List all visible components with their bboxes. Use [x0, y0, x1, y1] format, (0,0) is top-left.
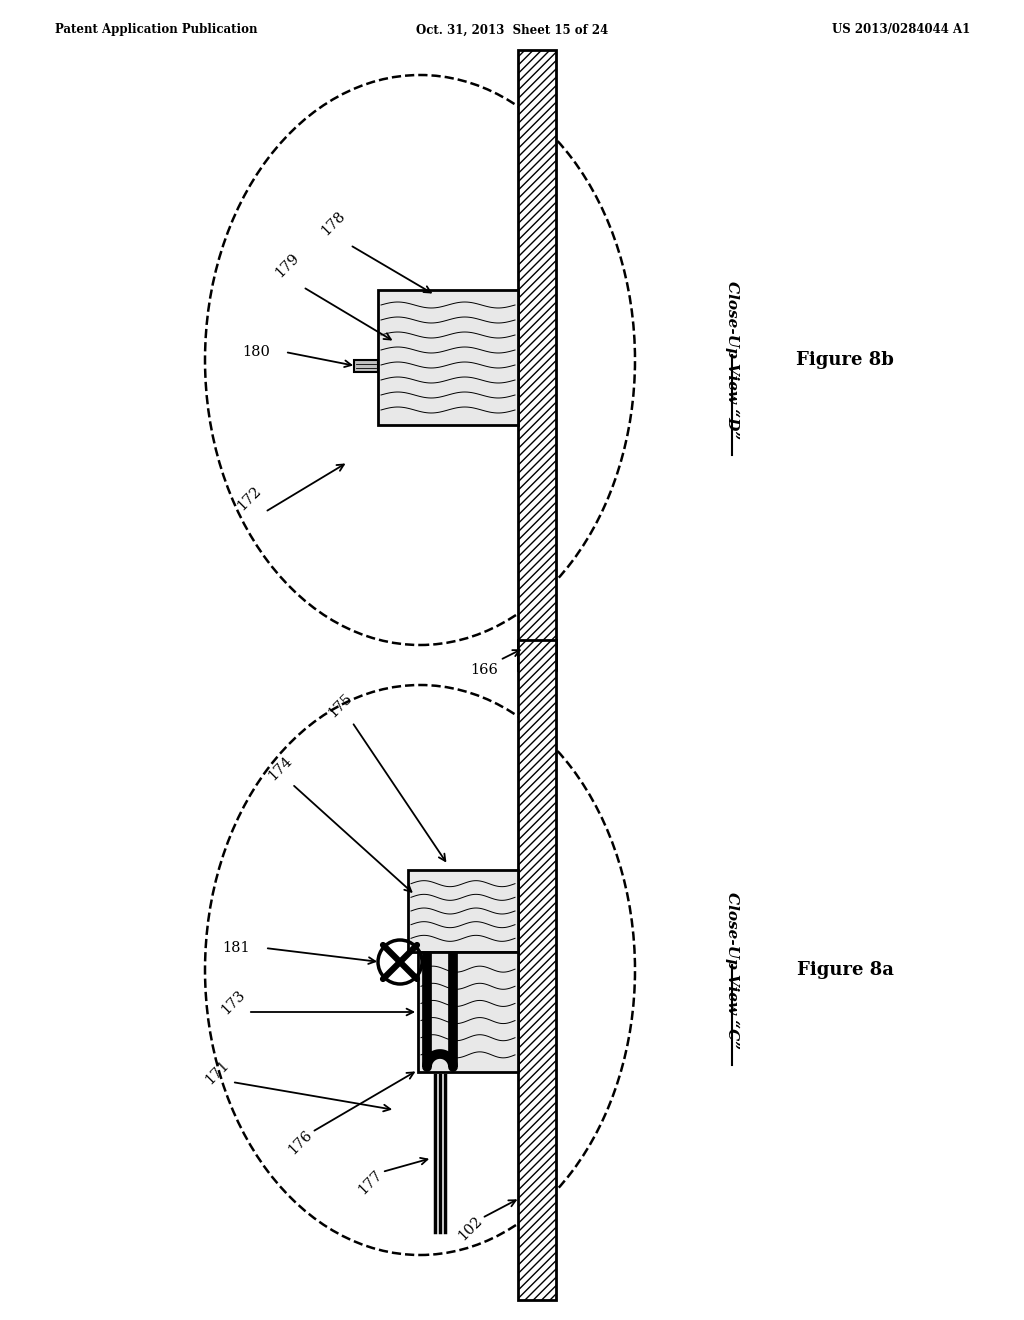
Text: Patent Application Publication: Patent Application Publication: [55, 24, 257, 37]
Bar: [418, 952, 518, 1072]
Text: 102: 102: [455, 1213, 484, 1242]
Text: Oct. 31, 2013  Sheet 15 of 24: Oct. 31, 2013 Sheet 15 of 24: [416, 24, 608, 37]
Text: 171: 171: [202, 1057, 231, 1086]
Text: 166: 166: [470, 663, 498, 677]
Text: 179: 179: [272, 251, 301, 280]
Bar: [354, 360, 378, 372]
Bar: [408, 870, 518, 952]
Text: Figure 8a: Figure 8a: [797, 961, 893, 979]
Text: 181: 181: [222, 941, 250, 954]
Bar: [518, 50, 556, 671]
Text: 174: 174: [265, 754, 295, 783]
Text: 173: 173: [218, 987, 248, 1016]
Text: 175: 175: [325, 690, 354, 719]
Text: 172: 172: [234, 483, 263, 512]
Bar: [518, 640, 556, 1300]
Text: Close-Up View “C”: Close-Up View “C”: [725, 891, 739, 1048]
Bar: [378, 290, 518, 425]
Text: 180: 180: [242, 345, 270, 359]
Text: US 2013/0284044 A1: US 2013/0284044 A1: [831, 24, 970, 37]
Text: 177: 177: [355, 1167, 384, 1197]
Text: 178: 178: [318, 209, 347, 238]
Text: Close-Up View “D”: Close-Up View “D”: [725, 281, 739, 440]
Text: 176: 176: [285, 1127, 314, 1156]
Text: Figure 8b: Figure 8b: [796, 351, 894, 370]
